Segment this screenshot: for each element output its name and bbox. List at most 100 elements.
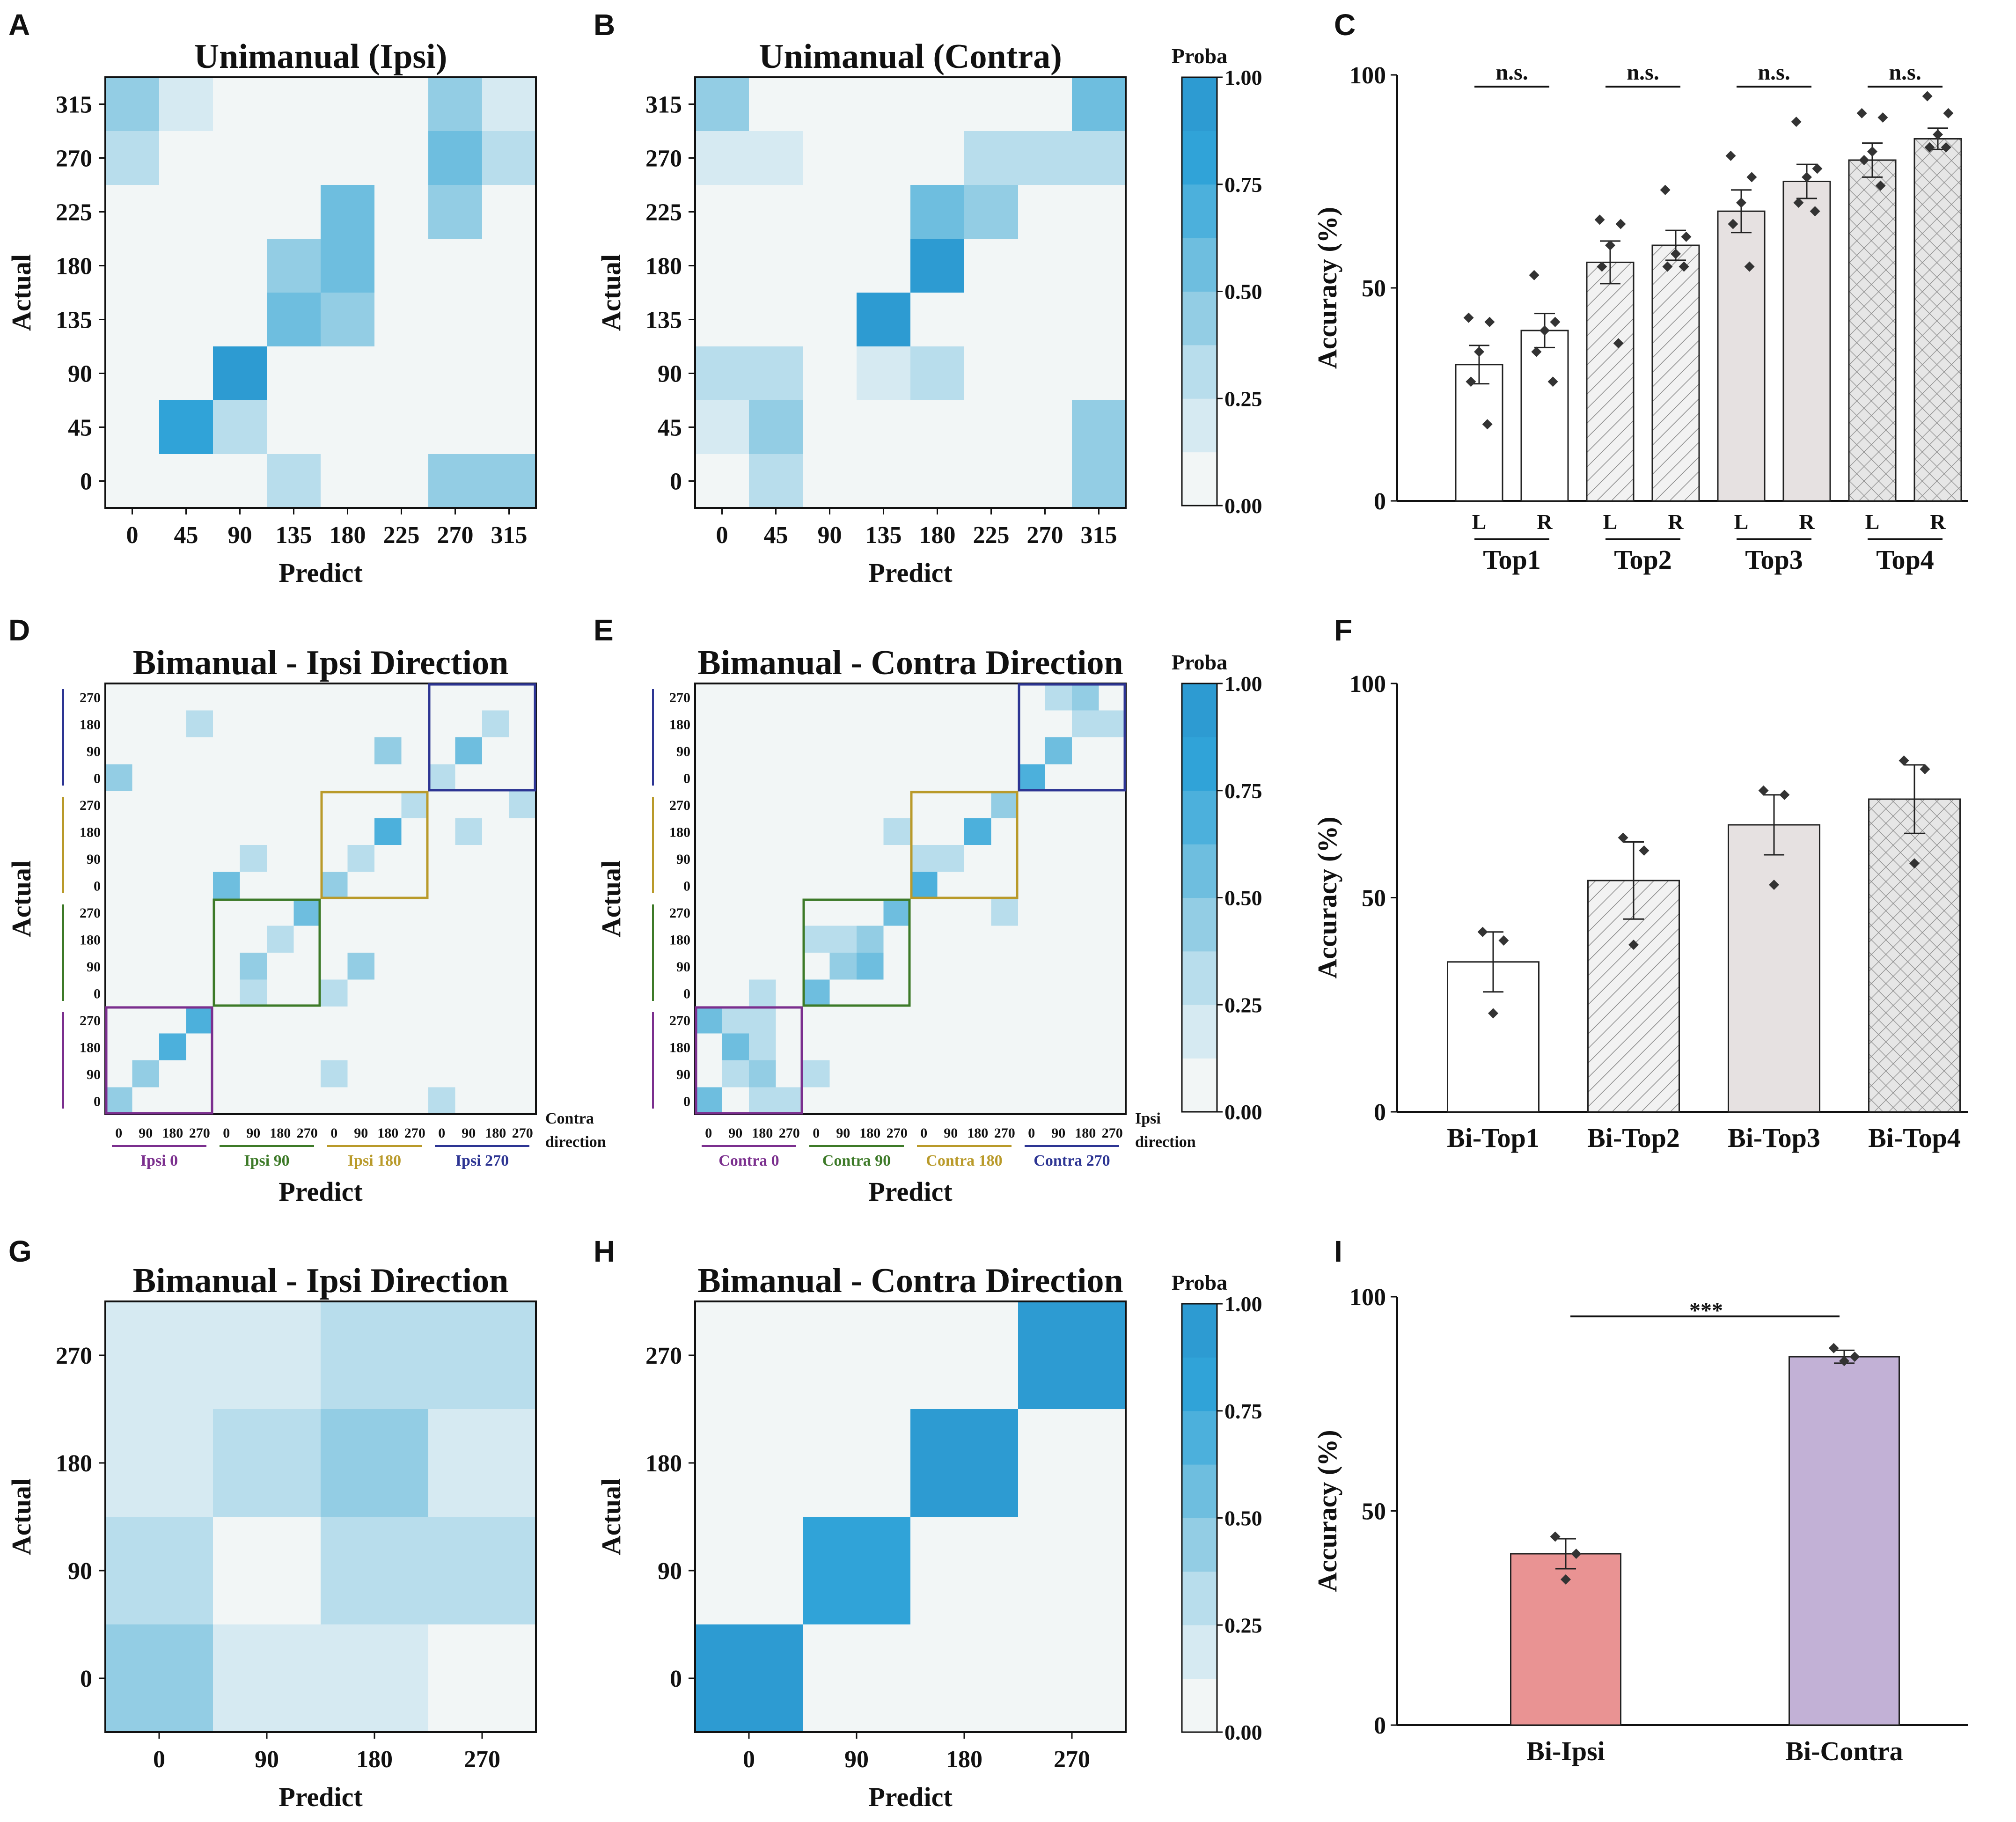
heatmap-cell [482, 293, 536, 347]
heatmap-cell [321, 185, 375, 239]
heatmap-cell [1045, 1007, 1072, 1034]
heatmap-cell [695, 791, 722, 818]
heatmap-H: 0 90 180 270 270 180 90 0 Bimanual - Contra Dire… [596, 1262, 1127, 1812]
x-sub-tick-label: 90 [836, 1125, 850, 1141]
y-tick-label: 45 [68, 415, 92, 441]
heatmap-cell [883, 979, 911, 1007]
y-sub-tick-label: 180 [669, 717, 690, 732]
heatmap-cell [776, 818, 803, 845]
heatmap-cell [883, 845, 911, 872]
y-tick-label: 45 [658, 415, 682, 441]
x-sub-tick-label: 270 [779, 1125, 800, 1141]
heatmap-cell [293, 683, 321, 711]
heatmap-cell [910, 1624, 1019, 1733]
heatmap-cell [455, 1033, 483, 1061]
heatmap-cell [509, 1060, 536, 1087]
colorbar-step [1182, 844, 1217, 898]
side-label: direction [1135, 1133, 1196, 1151]
x-tick-label: 180 [356, 1746, 393, 1773]
y-axis-label: Actual [6, 860, 37, 937]
heatmap-cell [803, 845, 830, 872]
heatmap-cell [240, 764, 267, 792]
x-sub-tick-label: 180 [859, 1125, 880, 1141]
heatmap-cell [159, 1007, 186, 1034]
heatmap-cell [240, 953, 267, 980]
heatmap-cell [883, 899, 911, 926]
data-point [1779, 789, 1790, 800]
heatmap-cell [347, 1060, 375, 1087]
y-sub-tick-label: 0 [94, 1094, 101, 1109]
heatmap-cell [401, 953, 429, 980]
y-tick-label: 315 [645, 92, 682, 118]
heatmap-cell [991, 764, 1019, 792]
data-point [1744, 261, 1755, 272]
heatmap-cell [1099, 683, 1126, 711]
heatmap-cell [776, 979, 803, 1007]
heatmap-cell [293, 953, 321, 980]
x-sub-tick-label: 180 [377, 1125, 398, 1141]
heatmap-cell [1018, 454, 1072, 508]
heatmap-cell [749, 185, 803, 239]
heatmap-cell [695, 926, 722, 953]
chart-title: Unimanual (Ipsi) [194, 37, 447, 76]
heatmap-cell [776, 899, 803, 926]
heatmap-cell [428, 845, 455, 872]
heatmap-cell [803, 1301, 911, 1410]
heatmap-cell [428, 346, 483, 401]
x-tick-label: 315 [491, 522, 528, 549]
heatmap-cell [293, 818, 321, 845]
heatmap-cell [267, 1087, 294, 1115]
heatmap-cell [910, 293, 965, 347]
colorbar-label: Proba [1172, 650, 1227, 674]
heatmap-cell [293, 1087, 321, 1115]
heatmap-cell [857, 710, 884, 738]
heatmap-cell [1018, 845, 1045, 872]
heatmap-cell [105, 737, 132, 764]
heatmap-cell [132, 710, 160, 738]
heatmap-cell [401, 1007, 429, 1034]
heatmap-cell [1045, 683, 1072, 711]
heatmap-cell [105, 346, 160, 401]
heatmap-cell [776, 791, 803, 818]
colorbar-step [1182, 291, 1217, 345]
heatmap-cell [991, 1007, 1019, 1034]
heatmap-cell [482, 346, 536, 401]
heatmap-cell [1072, 293, 1126, 347]
heatmap-cell [105, 185, 160, 239]
heatmap-cell [186, 791, 213, 818]
heatmap-cell [1018, 710, 1045, 738]
heatmap-cell [1099, 791, 1126, 818]
heatmap-cell [1018, 131, 1072, 185]
heatmap-cell [964, 872, 991, 899]
heatmap-cell [159, 454, 213, 508]
heatmap-cell [803, 454, 857, 508]
data-point [1899, 755, 1909, 766]
heatmap-cell [509, 710, 536, 738]
x-sub-tick-label: 90 [728, 1125, 742, 1141]
heatmap-cell [482, 1007, 509, 1034]
data-point [1681, 231, 1692, 242]
group-box [802, 898, 911, 1007]
heatmap-cell [428, 683, 455, 711]
colorbar-tick-label: 0.50 [1224, 280, 1262, 304]
x-tick-label: L [1734, 510, 1749, 534]
heatmap-cell [910, 1033, 938, 1061]
heatmap-cell [374, 926, 402, 953]
heatmap-cell [321, 737, 348, 764]
x-group-label: Top4 [1876, 544, 1934, 575]
heatmap-cell [883, 872, 911, 899]
heatmap-cell [321, 1007, 348, 1034]
heatmap-cell [883, 710, 911, 738]
heatmap-cell [803, 1409, 911, 1517]
data-point [1839, 1356, 1849, 1366]
y-sub-tick-label: 0 [683, 771, 690, 786]
heatmap-cell [455, 737, 483, 764]
y-sub-tick-label: 0 [94, 878, 101, 894]
heatmap-cell [910, 454, 965, 508]
x-tick-label: Bi-Top2 [1587, 1123, 1680, 1153]
heatmap-cell [695, 1624, 803, 1733]
heatmap-cell [428, 185, 483, 239]
heatmap-cell [1072, 899, 1099, 926]
